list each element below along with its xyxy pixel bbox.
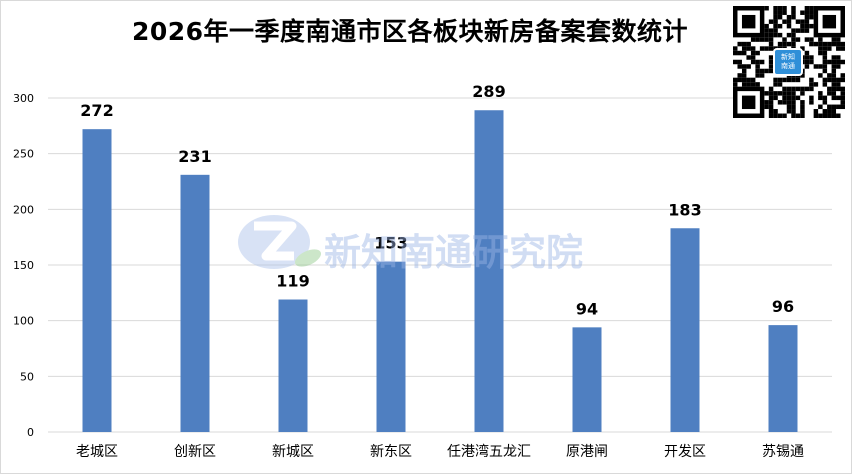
y-tick-label: 0 — [27, 426, 34, 439]
watermark-text: 新知南通研究院 — [324, 231, 583, 274]
qr-code — [733, 6, 845, 118]
chart-title: 2026年一季度南通市区各板块新房备案套数统计 — [131, 17, 689, 46]
bar — [278, 299, 308, 432]
data-label: 94 — [576, 299, 598, 318]
x-tick-label: 开发区 — [664, 444, 706, 460]
qr-code-icon — [733, 6, 845, 118]
data-label: 153 — [374, 234, 407, 253]
y-tick-label: 150 — [13, 259, 34, 272]
bar — [376, 261, 406, 432]
bar — [572, 327, 602, 432]
bar — [180, 174, 210, 432]
data-label: 96 — [772, 297, 794, 316]
x-tick-label: 苏锡通 — [762, 444, 804, 460]
data-label: 183 — [668, 200, 701, 219]
x-tick-label: 创新区 — [174, 444, 216, 460]
y-tick-label: 200 — [13, 203, 34, 216]
bar — [474, 110, 504, 432]
bar — [768, 325, 798, 432]
x-tick-label: 老城区 — [76, 444, 118, 460]
data-label: 289 — [472, 82, 505, 101]
y-tick-label: 100 — [13, 315, 34, 328]
bar — [670, 228, 700, 432]
data-label: 272 — [80, 101, 113, 120]
x-tick-label: 新城区 — [272, 444, 314, 460]
x-tick-label: 新东区 — [370, 444, 412, 460]
x-tick-label: 原港闸 — [566, 444, 608, 460]
qr-logo-badge: 新知 南通 — [773, 48, 803, 76]
y-tick-label: 50 — [20, 370, 34, 383]
y-tick-label: 250 — [13, 148, 34, 161]
data-label: 231 — [178, 147, 211, 166]
bar — [82, 129, 112, 432]
data-label: 119 — [276, 272, 309, 291]
x-tick-label: 任港湾五龙汇 — [447, 443, 531, 460]
y-tick-label: 300 — [13, 92, 34, 105]
watermark: 新知南通研究院 — [236, 212, 616, 274]
watermark-logo-icon — [238, 215, 322, 269]
